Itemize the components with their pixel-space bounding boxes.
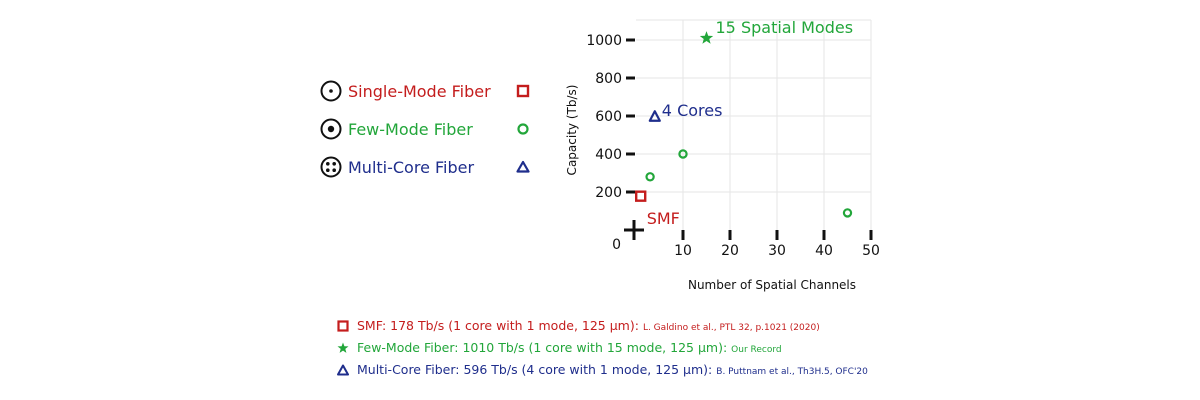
x-tick-label: 10 bbox=[674, 243, 692, 259]
x-tick-label: 20 bbox=[721, 243, 739, 259]
single-mode-fiber-icon bbox=[320, 80, 342, 102]
point-annotation: SMF bbox=[647, 209, 680, 228]
chart-grid bbox=[636, 19, 872, 230]
point-annotation: 4 Cores bbox=[662, 101, 723, 120]
y-tick-label: 200 bbox=[595, 185, 622, 201]
point-annotation: 15 Spatial Modes bbox=[716, 18, 854, 37]
note-text: Few-Mode Fiber: 1010 Tb/s (1 core with 1… bbox=[357, 340, 782, 355]
fiber-legend-label: Multi-Core Fiber bbox=[348, 158, 475, 177]
multi-core-fiber-icon bbox=[320, 156, 342, 178]
chart-axes: 10 20 30 40 50 200 400 600 800 1000 0 bbox=[586, 33, 880, 259]
chart-marks: SMF 4 Cores 15 Spatial Modes bbox=[635, 18, 854, 228]
y-tick-label: 600 bbox=[595, 109, 622, 125]
circle-marker-icon bbox=[517, 123, 529, 135]
note-text: SMF: 178 Tb/s (1 core with 1 mode, 125 µ… bbox=[357, 318, 820, 333]
fmf-data-point bbox=[645, 172, 655, 182]
triangle-marker-icon bbox=[337, 364, 349, 376]
origin-label: 0 bbox=[612, 237, 621, 253]
note-text: Multi-Core Fiber: 596 Tb/s (4 core with … bbox=[357, 362, 868, 377]
smf-data-point bbox=[635, 190, 647, 202]
y-tick-label: 800 bbox=[595, 71, 622, 87]
y-tick-label: 400 bbox=[595, 147, 622, 163]
note-source: B. Puttnam et al., Th3H.5, OFC'20 bbox=[716, 367, 868, 377]
x-tick-label: 30 bbox=[768, 243, 786, 259]
x-axis-label: Number of Spatial Channels bbox=[688, 278, 856, 292]
note-source: Our Record bbox=[731, 345, 782, 355]
y-axis-label: Capacity (Tb/s) bbox=[565, 85, 579, 176]
fmf-data-point bbox=[842, 208, 853, 218]
mcf-data-point bbox=[648, 110, 661, 122]
x-tick-label: 40 bbox=[815, 243, 833, 259]
note-source: L. Galdino et al., PTL 32, p.1021 (2020) bbox=[642, 323, 820, 333]
fiber-legend-label: Single-Mode Fiber bbox=[348, 82, 491, 101]
fmf-data-point bbox=[678, 149, 688, 159]
record-star-data-point bbox=[699, 31, 714, 44]
square-marker-icon bbox=[516, 84, 530, 98]
y-tick-label: 1000 bbox=[586, 33, 622, 49]
few-mode-fiber-icon bbox=[320, 118, 342, 140]
fiber-legend-label: Few-Mode Fiber bbox=[348, 120, 473, 139]
x-tick-label: 50 bbox=[862, 243, 880, 259]
square-marker-icon bbox=[337, 320, 349, 332]
triangle-marker-icon bbox=[516, 160, 530, 173]
star-marker-icon bbox=[337, 342, 349, 353]
